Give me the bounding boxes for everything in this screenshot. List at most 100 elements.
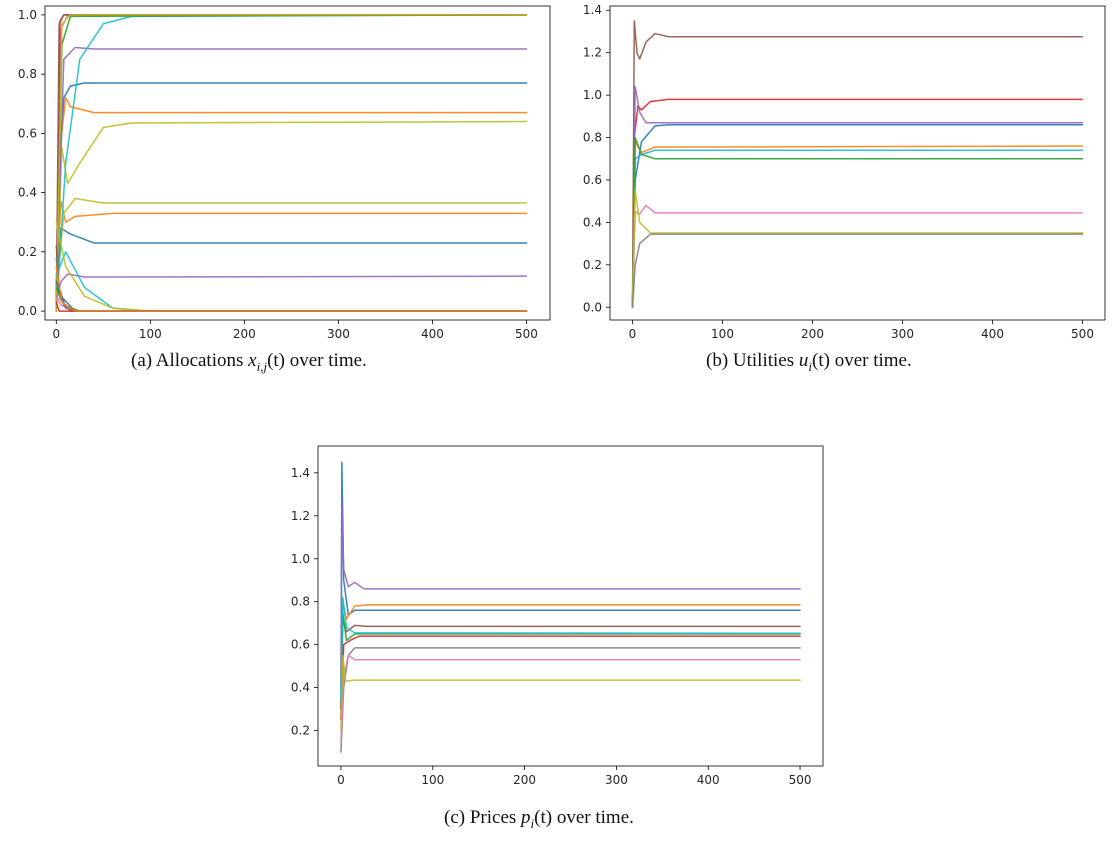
series-line-3: [340, 600, 801, 710]
series-line-2: [631, 98, 1084, 309]
chart-a: 0 100 200 300 400 500 0.0 0.2 0.4 0.6 0.8 1.0: [18, 5, 551, 341]
series-line-12: [55, 14, 528, 312]
series-line-6: [340, 596, 801, 700]
x-tick-label: 200: [513, 773, 536, 787]
series-line-6: [631, 149, 1084, 309]
caption-b-math: ui(t): [798, 350, 830, 374]
series-line-14: [55, 14, 528, 312]
series-line-8: [631, 204, 1084, 309]
y-tick-label: 0.6: [291, 638, 310, 652]
series-line-16: [55, 221, 528, 312]
x-tick-label: 200: [233, 327, 256, 341]
plot-frame: [609, 5, 1106, 321]
y-tick-label: 1.2: [291, 509, 310, 523]
series-line-9: [55, 14, 528, 312]
series-line-8: [340, 647, 801, 753]
y-tick-label: 1.0: [583, 88, 602, 102]
y-tick-label: 0.6: [583, 173, 602, 187]
series-line-3: [631, 85, 1084, 309]
y-tick-label: 0.0: [583, 300, 602, 314]
series-line-7: [55, 46, 528, 298]
y-tick-label: 1.2: [583, 46, 602, 60]
series-line-1: [631, 20, 1084, 309]
plot-frame: [44, 5, 551, 321]
y-tick-label: 0.4: [18, 186, 37, 200]
y-tick-label: 0.2: [291, 724, 310, 738]
y-tick-label: 1.4: [291, 466, 310, 480]
chart-b: 0 100 200 300 400 500 0.0 0.2 0.4 0.6 0.8 1.0 1.2 1.4: [583, 3, 1106, 341]
series-group: [340, 461, 801, 753]
series-line-2: [340, 500, 801, 689]
x-tick-label: 500: [515, 327, 538, 341]
caption-a-math: xi,j(t): [248, 350, 285, 374]
series-line-9: [631, 189, 1084, 309]
x-tick-label: 300: [605, 773, 628, 787]
series-line-10: [55, 14, 528, 312]
series-line-2: [55, 97, 528, 306]
caption-b-suffix: over time.: [829, 350, 912, 371]
caption-a-prefix: (a) Allocations: [131, 350, 249, 371]
y-tick-label: 0.6: [18, 126, 37, 140]
y-tick-label: 0.2: [18, 245, 37, 259]
x-tick-label: 500: [789, 773, 812, 787]
series-line-8: [55, 273, 528, 303]
x-tick-label: 300: [891, 327, 914, 341]
chart-panel-b: 0 100 200 300 400 500 0.0 0.2 0.4 0.6 0.8 1.0 1.2 1.4: [565, 0, 1115, 341]
x-tick-label: 400: [697, 773, 720, 787]
x-tick-label: 0: [337, 773, 345, 787]
series-line-9: [340, 654, 801, 743]
plot-frame: [317, 445, 824, 767]
series-line-15: [55, 251, 528, 312]
x-tick-label: 100: [421, 773, 444, 787]
x-tick-label: 0: [52, 327, 60, 341]
series-line-19: [55, 245, 528, 312]
series-line-4: [55, 227, 528, 298]
y-tick-label: 0.8: [583, 131, 602, 145]
x-tick-label: 200: [801, 327, 824, 341]
x-tick-label: 400: [421, 327, 444, 341]
series-line-7: [631, 136, 1084, 309]
x-tick-label: 300: [327, 327, 350, 341]
chart-panel-a: 0 100 200 300 400 500 0.0 0.2 0.4 0.6 0.8 1.0: [0, 0, 560, 341]
y-tick-label: 0.8: [291, 595, 310, 609]
series-line-3: [55, 200, 528, 283]
series-line-23: [55, 265, 528, 312]
y-tick-label: 0.0: [18, 304, 37, 318]
caption-b-prefix: (b) Utilities: [706, 350, 799, 371]
caption-c-math: pi(t): [521, 807, 553, 831]
y-tick-label: 0.8: [18, 67, 37, 81]
series-line-20: [55, 257, 528, 312]
y-tick-label: 0.2: [583, 258, 602, 272]
x-tick-label: 0: [629, 327, 637, 341]
series-line-10: [340, 654, 801, 732]
series-line-11: [55, 14, 528, 306]
caption-a-suffix: over time.: [285, 350, 367, 371]
y-tick-label: 0.4: [583, 215, 602, 229]
series-line-13: [55, 14, 528, 312]
series-group: [631, 20, 1084, 309]
series-line-1: [55, 82, 528, 298]
caption-c-suffix: over time.: [552, 807, 634, 828]
series-line-4: [631, 124, 1084, 309]
series-line-7: [340, 635, 801, 721]
x-tick-label: 400: [981, 327, 1004, 341]
series-line-18: [55, 286, 528, 312]
chart-c: 0 100 200 300 400 500 0.2 0.4 0.6 0.8 1.0 1.2 1.4: [291, 445, 824, 787]
series-line-5: [55, 120, 528, 298]
series-group: [55, 14, 528, 312]
y-tick-label: 1.4: [583, 3, 602, 17]
caption-a: (a) Allocations xi,j(t) over time.: [131, 350, 367, 375]
x-tick-label: 100: [711, 327, 734, 341]
series-line-10: [631, 233, 1084, 309]
x-tick-label: 500: [1071, 327, 1094, 341]
caption-b: (b) Utilities ui(t) over time.: [706, 350, 912, 375]
y-tick-label: 1.0: [291, 552, 310, 566]
caption-c-prefix: (c) Prices: [444, 807, 522, 828]
series-line-5: [631, 141, 1084, 309]
series-line-1: [340, 461, 801, 710]
x-tick-label: 100: [139, 327, 162, 341]
caption-c: (c) Prices pi(t) over time.: [444, 807, 634, 832]
y-tick-label: 0.4: [291, 681, 310, 695]
y-tick-label: 1.0: [18, 8, 37, 22]
series-line-22: [55, 280, 528, 312]
